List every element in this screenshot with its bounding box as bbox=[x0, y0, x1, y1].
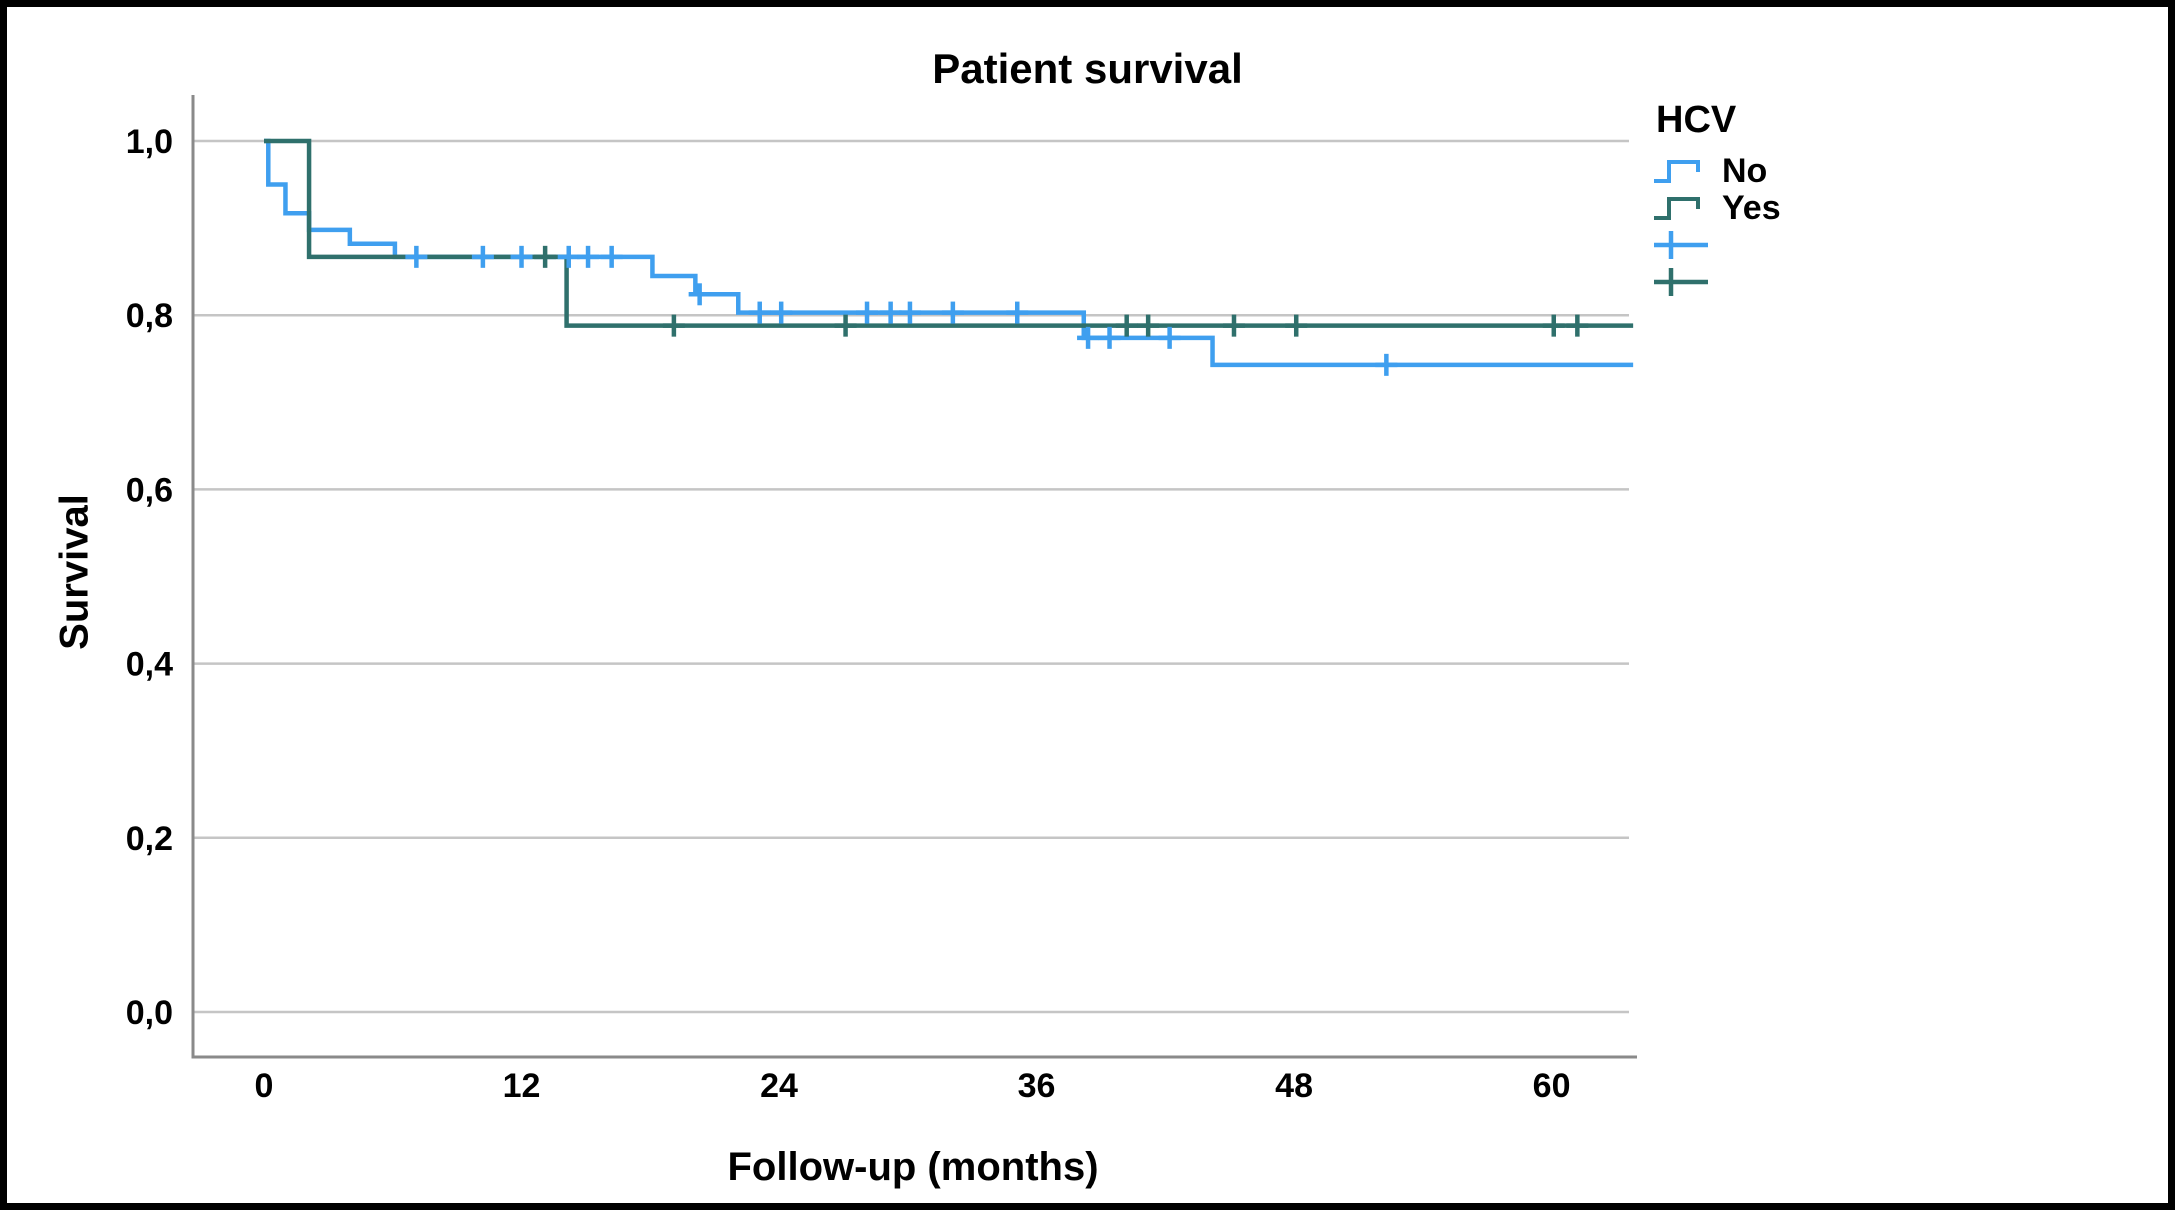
legend-entries: No Yes bbox=[1652, 152, 2132, 300]
y-tick-label: 1,0 bbox=[126, 123, 173, 161]
legend-entry-label: Yes bbox=[1722, 188, 1781, 227]
censor-plus-icon bbox=[1654, 230, 1708, 259]
censor-plus-icon bbox=[1654, 267, 1708, 296]
legend-entry-label: No bbox=[1722, 151, 1768, 190]
survival-curve-yes bbox=[264, 138, 1634, 328]
x-tick-label: 24 bbox=[760, 1067, 798, 1105]
y-tick-label: 0,6 bbox=[126, 471, 173, 509]
x-tick-label: 12 bbox=[503, 1067, 541, 1105]
y-tick-label: 0,0 bbox=[126, 994, 173, 1032]
survival-curve-no bbox=[264, 138, 1634, 368]
legend-entry-yes: Yes bbox=[1652, 189, 2132, 226]
legend-entry-no: No bbox=[1652, 152, 2132, 189]
legend-entry-censored bbox=[1652, 263, 2132, 300]
y-tick-label: 0,8 bbox=[126, 297, 173, 335]
x-axis-title: Follow-up (months) bbox=[727, 1145, 1099, 1189]
legend-entry-censored bbox=[1652, 226, 2132, 263]
legend: HCV No Yes bbox=[1652, 99, 2132, 300]
y-tick-label: 0,4 bbox=[126, 646, 173, 684]
step-line-icon bbox=[1654, 196, 1700, 220]
y-tick-label: 0,2 bbox=[126, 820, 173, 858]
x-tick-label: 36 bbox=[1018, 1067, 1056, 1105]
chart-title: Patient survival bbox=[932, 45, 1243, 92]
step-line-icon bbox=[1654, 159, 1700, 183]
km-survival-plot: 0,0 0,2 0,4 0,6 0,8 1,0 0 12 24 36 48 60 bbox=[126, 95, 1637, 1105]
x-tick-label: 60 bbox=[1533, 1067, 1571, 1105]
x-tick-label: 48 bbox=[1275, 1067, 1313, 1105]
x-tick-label: 0 bbox=[255, 1067, 274, 1105]
legend-title: HCV bbox=[1656, 99, 1737, 141]
